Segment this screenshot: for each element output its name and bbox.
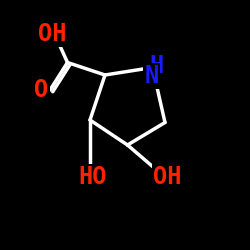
Text: H: H xyxy=(149,54,164,78)
Text: O: O xyxy=(34,78,48,102)
Text: OH: OH xyxy=(153,166,182,190)
Text: OH: OH xyxy=(38,22,67,46)
Text: HO: HO xyxy=(78,166,107,190)
Text: N: N xyxy=(144,64,158,88)
